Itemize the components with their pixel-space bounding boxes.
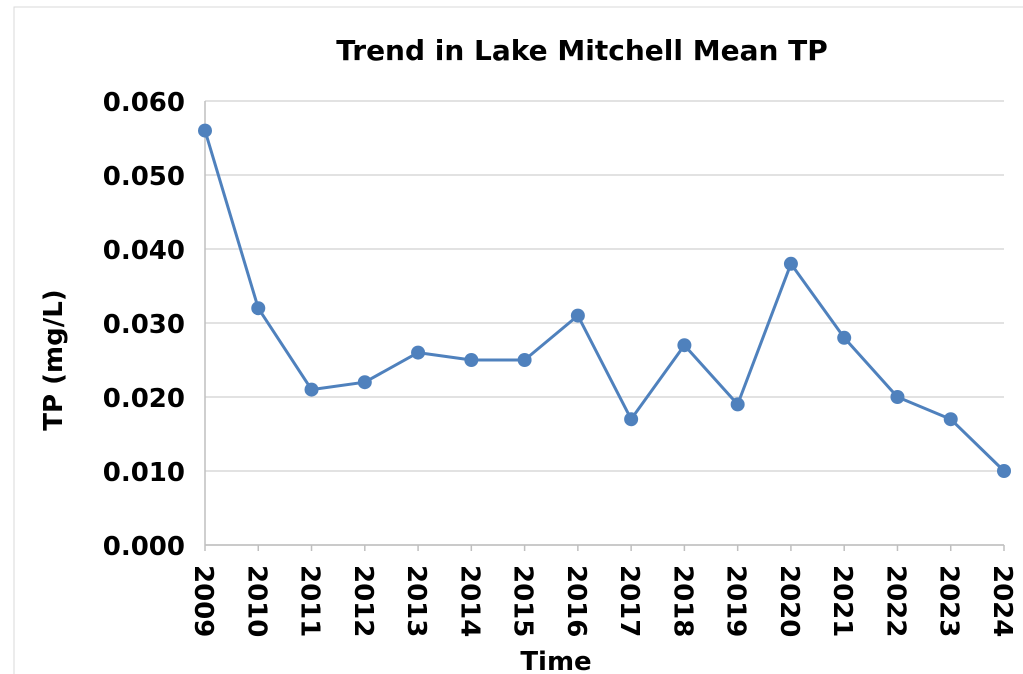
x-tick-label: 2010 — [241, 565, 271, 637]
x-tick-label: 2014 — [454, 565, 484, 637]
point — [411, 345, 426, 360]
y-tick-label: 0.030 — [103, 310, 185, 340]
chart-frame — [13, 6, 1023, 674]
point — [890, 390, 905, 404]
point — [570, 308, 585, 323]
x-tick-label: 2015 — [508, 565, 538, 637]
x-tick-label: 2022 — [880, 565, 910, 637]
y-axis-label: TP (mg/L) — [39, 289, 69, 430]
x-tick-label: 2020 — [774, 565, 804, 637]
x-tick-label: 2009 — [188, 565, 218, 637]
y-tick-label: 0.010 — [103, 458, 185, 488]
point — [357, 375, 372, 390]
x-tick-label: 2023 — [934, 565, 964, 637]
x-tick-label: 2021 — [827, 565, 857, 637]
point — [677, 338, 692, 353]
x-tick-label: 2019 — [721, 565, 751, 637]
point — [943, 412, 958, 427]
point — [517, 353, 532, 367]
x-tick-label: 2017 — [614, 565, 644, 637]
y-tick-label: 0.000 — [103, 532, 185, 562]
y-tick-label: 0.060 — [103, 88, 185, 118]
x-axis-label: Time — [520, 647, 591, 674]
point — [624, 412, 639, 427]
x-tick-label: 2016 — [561, 565, 591, 637]
point — [837, 330, 852, 345]
x-tick-label: 2011 — [295, 565, 325, 637]
y-tick-label: 0.040 — [103, 236, 185, 266]
x-tick-label: 2013 — [401, 565, 431, 637]
point — [730, 397, 745, 412]
point — [251, 301, 266, 316]
line — [203, 130, 1006, 473]
point — [997, 464, 1011, 478]
point — [464, 353, 479, 367]
x-tick-label: 2024 — [987, 565, 1017, 637]
chart-title: Trend in Lake Mitchell Mean TP — [336, 34, 828, 67]
y-tick-label: 0.050 — [103, 162, 185, 192]
y-tick-label: 0.020 — [103, 384, 185, 414]
x-tick-label: 2018 — [667, 565, 697, 637]
x-tick-label: 2012 — [348, 565, 378, 637]
point — [304, 382, 319, 397]
point — [198, 123, 212, 138]
point — [783, 256, 798, 271]
